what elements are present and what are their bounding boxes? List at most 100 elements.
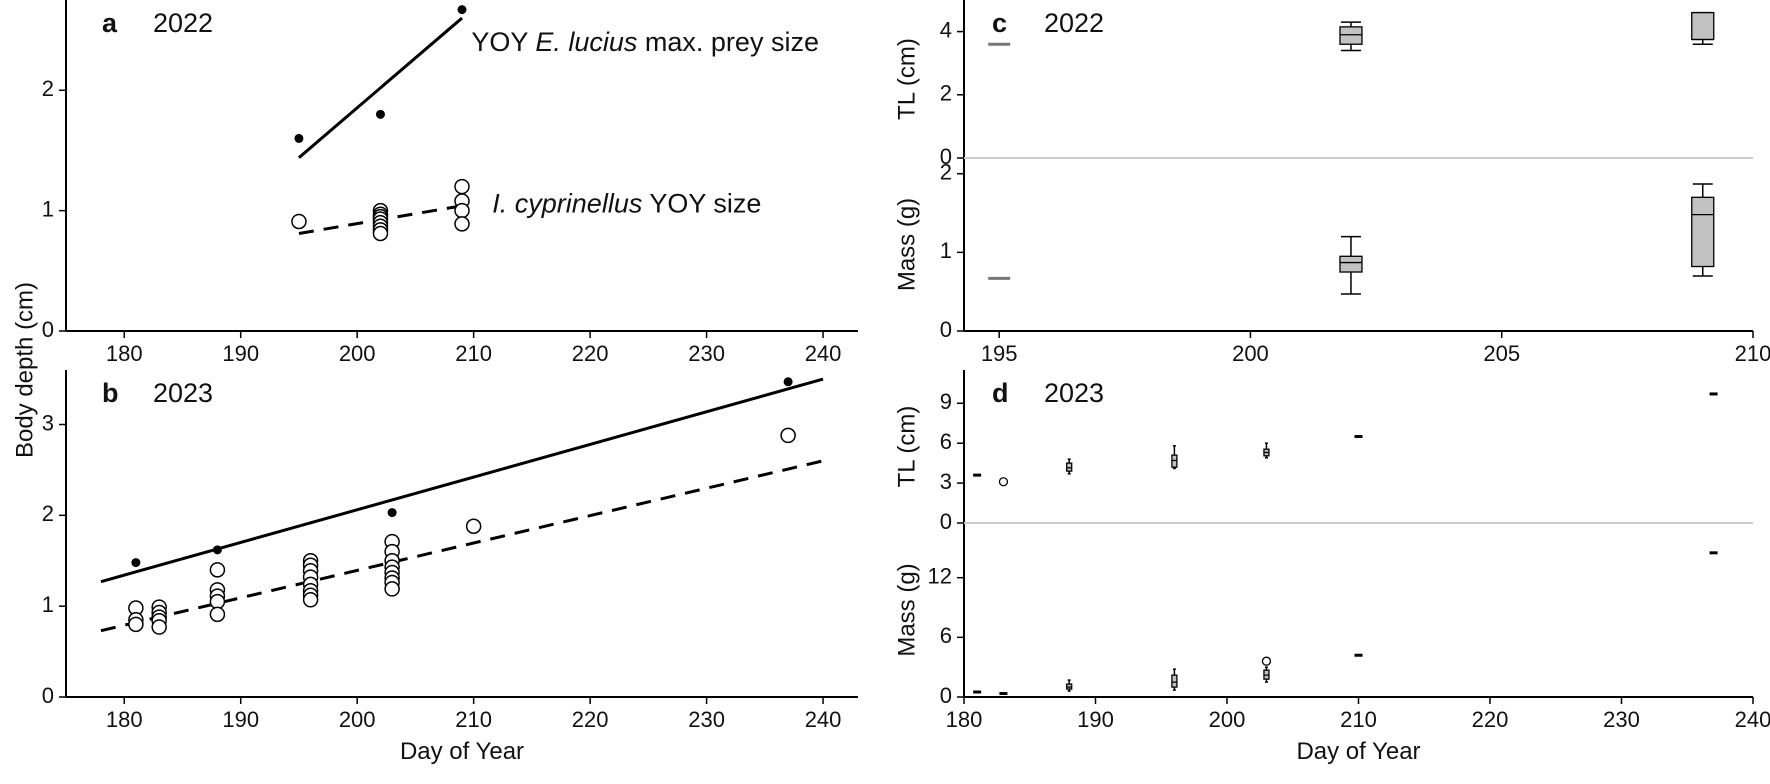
panel-d-sub0-y-tick-label: 9: [940, 389, 952, 414]
panel-b-y-tick-label: 0: [42, 683, 54, 708]
panel-c-sub0-box-iqr-rect: [1691, 11, 1715, 41]
panel-b: 180 190 200 210 220 230 240 0 1 2 3 b 2023 Day of Yea…: [42, 370, 858, 765]
panel-b-x-tick-label: 240: [805, 707, 842, 732]
panel-b-cisco-point: [384, 581, 400, 597]
panel-c-x-tick-label: 210: [1735, 341, 1770, 366]
panel-a: 180 190 200 210 220 230 240 0 1 2 YOY E. lucius ma…: [42, 0, 858, 366]
panel-b-pike-point: [783, 377, 793, 387]
panel-d-sub0-box-iqr-rect: [1171, 454, 1178, 468]
panel-d-x-tick-label: 210: [1340, 707, 1377, 732]
panel-c-x-tick-label: 195: [981, 341, 1018, 366]
annotation-part: E. lucius: [535, 27, 637, 57]
panel-c-sub1-y-tick-label: 0: [940, 317, 952, 342]
panel-b-y-tick-label: 2: [42, 501, 54, 526]
annotation-part: max. prey size: [637, 27, 819, 57]
panel-b-year: 2023: [153, 378, 213, 408]
panel-a-x-tick-label: 180: [106, 341, 143, 366]
panel-b-cisco-point: [209, 562, 226, 578]
panel-d-sub1-box-iqr-rect: [1171, 674, 1178, 688]
panel-a-cisco-point: [291, 213, 307, 230]
panel-c-x-tick-label: 200: [1232, 341, 1269, 366]
panel-b-x-axis-label: Day of Year: [400, 738, 524, 765]
panel-d-sub1-y-tick-label: 6: [940, 623, 952, 648]
panel-a-cisco-point: [454, 202, 470, 219]
panel-a-x-tick-label: 200: [339, 341, 376, 366]
panel-a-pike-annotation: YOY E. lucius max. prey size: [471, 27, 819, 57]
panel-d-x-tick-label: 190: [1077, 707, 1114, 732]
annotation-part: I. cyprinellus: [492, 188, 642, 218]
panel-a-x-tick-label: 230: [688, 341, 725, 366]
panel-d-x-tick-label: 200: [1209, 707, 1246, 732]
panel-a-pike-point: [457, 5, 467, 15]
panel-a-pike-fit-line: [297, 16, 463, 159]
panel-d-sub0-box-outlier: [998, 477, 1009, 487]
panel-b-pike-point: [387, 508, 397, 518]
panel-c-sub0-y-axis-label: TL (cm): [893, 38, 920, 120]
panel-a-cisco-point: [372, 225, 389, 242]
panel-b-x-tick-label: 180: [106, 707, 143, 732]
panel-c-sub0-box-iqr-rect: [1339, 26, 1363, 45]
panel-b-cisco-point: [209, 593, 226, 610]
panel-b-x-tick-label: 230: [688, 707, 725, 732]
panel-b-x-tick-label: 190: [222, 707, 259, 732]
panel-d-sub0-y-axis-label: TL (cm): [893, 406, 920, 488]
panel-b-cisco-point: [209, 606, 226, 623]
panel-b-pike-point: [212, 545, 222, 555]
panel-a-pike-point: [375, 109, 385, 119]
panel-a-x-tick-label: 190: [222, 341, 259, 366]
panel-d-sub0-y-tick-label: 6: [940, 429, 952, 454]
panel-b-cisco-point: [128, 616, 144, 633]
panel-d-sub0-y-tick-label: 3: [940, 469, 952, 494]
panel-b-x-tick-label: 200: [339, 707, 376, 732]
annotation-part: YOY size: [642, 188, 761, 218]
panel-c-letter: c: [992, 8, 1007, 38]
panel-c-year: 2022: [1044, 8, 1104, 38]
panel-b-pike-point: [131, 558, 141, 568]
panel-d-year: 2023: [1044, 378, 1104, 408]
panel-d-sub1-y-tick-label: 0: [940, 683, 952, 708]
panel-a-cisco-point: [454, 178, 470, 195]
panel-b-cisco-point: [302, 592, 319, 608]
panel-d-x-tick-label: 180: [946, 707, 983, 732]
panel-c-sub0-y-tick-label: 2: [940, 81, 952, 106]
panel-d-sub1-box-outlier: [1261, 656, 1272, 666]
panel-d-x-axis-label: Day of Year: [1296, 738, 1420, 765]
panel-c-x-tick-label: 205: [1483, 341, 1520, 366]
panel-c-sub1-y-tick-label: 1: [940, 238, 952, 263]
panel-b-cisco-point: [151, 619, 167, 635]
panel-a-pike-point: [294, 133, 304, 143]
panel-b-cisco-point: [780, 427, 796, 444]
panel-b-letter: b: [102, 378, 119, 408]
panel-a-cisco-point: [454, 216, 470, 232]
panel-a-cisco-annotation: I. cyprinellus YOY size: [492, 188, 761, 218]
panel-c-sub1-box-iqr-rect: [1339, 255, 1363, 273]
panel-b-pike-fit-line: [100, 377, 824, 584]
panel-d-letter: d: [992, 378, 1009, 408]
panel-d-sub1-y-axis-label: Mass (g): [893, 563, 920, 656]
shared-y-axis-label: Body depth (cm): [11, 282, 38, 458]
panel-a-y-tick-label: 1: [42, 196, 54, 221]
panel-b-y-tick-label: 1: [42, 592, 54, 617]
panel-b-x-tick-label: 220: [572, 707, 609, 732]
panel-d-x-tick-label: 240: [1735, 707, 1770, 732]
panel-b-cisco-fit-line: [100, 459, 824, 633]
panel-d-sub0-box-iqr-rect: [1066, 462, 1073, 472]
panel-d-sub1-y-tick-label: 12: [928, 563, 952, 588]
panel-a-year: 2022: [153, 8, 213, 38]
panel-b-x-tick-label: 210: [455, 707, 492, 732]
panel-d-x-tick-label: 230: [1603, 707, 1640, 732]
panel-d-sub0-y-tick-label: 0: [940, 509, 952, 534]
panel-d: 0 3 6 9 TL (cm) 0 6 12 Mass (g) 180 190 200 210 220 23…: [893, 370, 1770, 765]
panel-a-y-tick-label: 2: [42, 76, 54, 101]
panel-c-sub1-y-axis-label: Mass (g): [893, 198, 920, 291]
panel-c-sub0-y-tick-label: 0: [940, 144, 952, 169]
panel-c-sub1-y-tick-label: 2: [940, 160, 952, 185]
panel-a-x-tick-label: 210: [455, 341, 492, 366]
panel-b-y-tick-label: 3: [42, 410, 54, 435]
panel-a-letter: a: [102, 8, 118, 38]
panel-c-sub0-y-tick-label: 4: [940, 17, 952, 42]
panel-d-x-tick-label: 220: [1472, 707, 1509, 732]
